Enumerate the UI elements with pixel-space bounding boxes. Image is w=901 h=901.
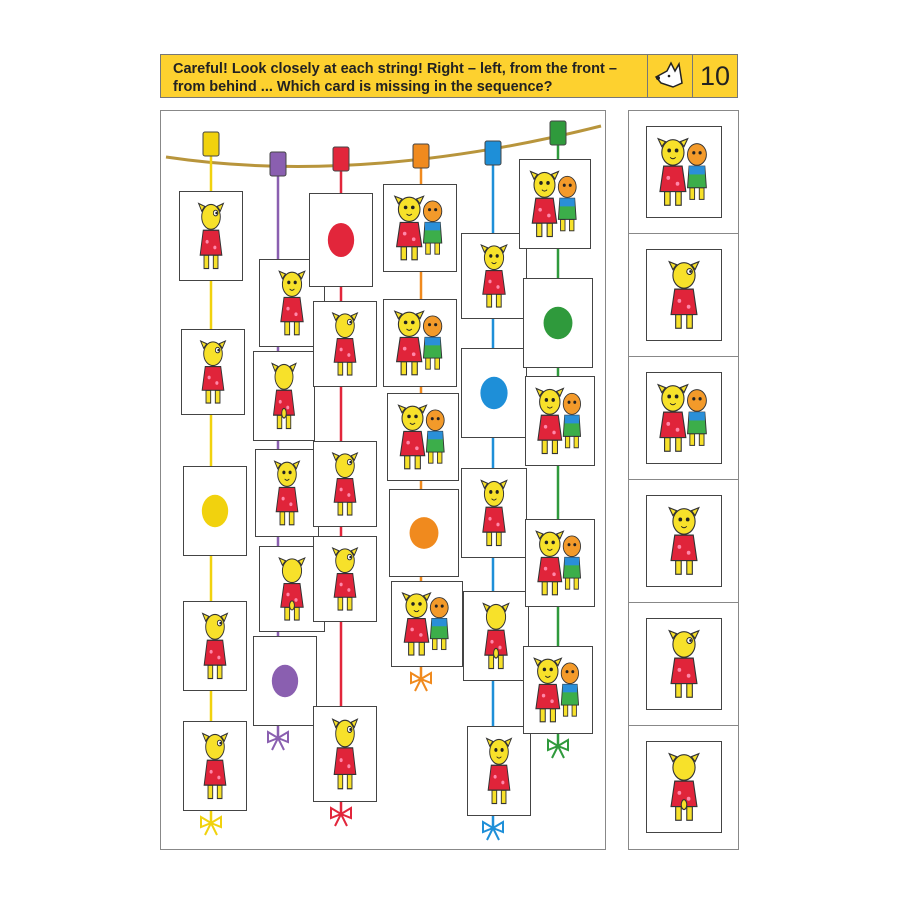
answer-option-2[interactable]	[629, 234, 738, 357]
bow-3	[330, 806, 352, 827]
card-pair	[387, 393, 459, 481]
card-side	[313, 536, 377, 622]
card-side	[646, 249, 722, 341]
card-dot	[309, 193, 373, 287]
hanging-rope	[165, 124, 602, 168]
clothespin-4	[412, 143, 430, 169]
card-side	[179, 191, 243, 281]
card-dot	[253, 636, 317, 726]
card-back	[253, 351, 315, 441]
card-side	[313, 706, 377, 802]
bow-6	[547, 738, 569, 759]
card-dot	[183, 466, 247, 556]
bow-4	[410, 671, 432, 692]
clothespin-6	[549, 120, 567, 146]
card-pair	[525, 519, 595, 607]
answer-option-4[interactable]	[629, 480, 738, 603]
answer-option-6[interactable]	[629, 726, 738, 849]
card-front	[255, 449, 319, 537]
card-front	[461, 468, 527, 558]
card-pair	[391, 581, 463, 667]
page-number: 10	[692, 55, 737, 97]
card-pair	[383, 299, 457, 387]
card-dot	[461, 348, 527, 438]
clothespin-5	[484, 140, 502, 166]
card-pair	[519, 159, 591, 249]
answer-option-3[interactable]	[629, 357, 738, 480]
answer-option-1[interactable]	[629, 111, 738, 234]
card-side	[313, 301, 377, 387]
card-dot	[389, 489, 459, 577]
card-pair	[523, 646, 593, 734]
card-side	[181, 329, 245, 415]
answer-option-5[interactable]	[629, 603, 738, 726]
bow-2	[267, 730, 289, 751]
card-pair	[646, 126, 722, 218]
card-back	[646, 741, 722, 833]
dog-head-icon	[647, 55, 692, 97]
instruction-text: Careful! Look closely at each string! Ri…	[173, 61, 617, 95]
card-side	[183, 721, 247, 811]
card-front	[646, 495, 722, 587]
bow-1	[200, 815, 222, 836]
card-side	[646, 618, 722, 710]
card-dot	[523, 278, 593, 368]
instruction-header: Careful! Look closely at each string! Ri…	[160, 54, 738, 98]
card-front	[467, 726, 531, 816]
card-pair	[383, 184, 457, 272]
clothespin-2	[269, 151, 287, 177]
card-side	[183, 601, 247, 691]
card-pair	[525, 376, 595, 466]
card-front	[461, 233, 527, 319]
clothespin-1	[202, 131, 220, 157]
bow-5	[482, 820, 504, 841]
answer-column	[628, 110, 739, 850]
card-pair	[646, 372, 722, 464]
strings-panel	[160, 110, 606, 850]
card-back	[463, 591, 529, 681]
card-side	[313, 441, 377, 527]
clothespin-3	[332, 146, 350, 172]
